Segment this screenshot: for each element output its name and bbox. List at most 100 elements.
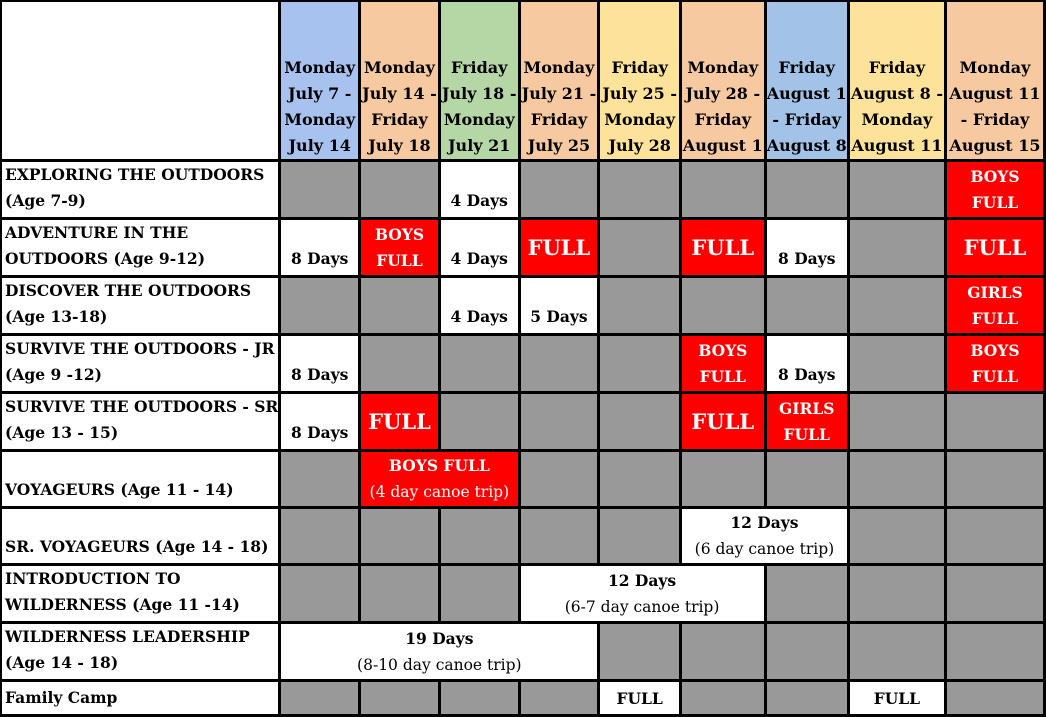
unavailable-cell — [946, 624, 1043, 679]
available-cell: 12 Days (6-7 day canoe trip) — [520, 566, 764, 621]
unavailable-cell — [520, 509, 598, 563]
available-cell: 5 Days — [520, 278, 598, 333]
unavailable-cell — [849, 624, 944, 679]
unavailable-cell — [440, 509, 518, 563]
full-cell: FULL — [600, 682, 679, 714]
unavailable-cell — [440, 566, 518, 621]
available-cell: 19 Days (8-10 day canoe trip) — [281, 624, 598, 679]
unavailable-cell — [361, 509, 438, 563]
program-row: SURVIVE THE OUTDOORS - SR (Age 13 - 15) 8… — [2, 394, 1043, 449]
available-cell: 4 Days — [440, 162, 518, 217]
unavailable-cell — [849, 220, 944, 275]
unavailable-cell — [682, 162, 764, 217]
session-header: Monday July 7 - Monday July 14 — [281, 2, 359, 159]
unavailable-cell — [520, 162, 598, 217]
full-cell: FULL — [946, 220, 1043, 275]
unavailable-cell — [281, 162, 359, 217]
unavailable-cell — [946, 509, 1043, 563]
unavailable-cell — [682, 452, 764, 506]
full-cell: GIRLS FULL — [946, 278, 1043, 333]
available-cell: 8 Days — [281, 336, 359, 391]
unavailable-cell — [849, 336, 944, 391]
unavailable-cell — [440, 682, 518, 714]
program-label: DISCOVER THE OUTDOORS (Age 13-18) — [2, 278, 279, 333]
full-cell: BOYS FULL — [682, 336, 764, 391]
program-row: DISCOVER THE OUTDOORS (Age 13-18) 4 Days … — [2, 278, 1043, 333]
unavailable-cell — [766, 452, 847, 506]
unavailable-cell — [766, 278, 847, 333]
available-cell: 8 Days — [281, 394, 359, 449]
unavailable-cell — [600, 509, 679, 563]
program-label: ADVENTURE IN THE OUTDOORS (Age 9-12) — [2, 220, 279, 275]
unavailable-cell — [361, 336, 438, 391]
unavailable-cell — [440, 394, 518, 449]
program-label: SURVIVE THE OUTDOORS - SR (Age 13 - 15) — [2, 394, 279, 449]
unavailable-cell — [946, 394, 1043, 449]
unavailable-cell — [849, 278, 944, 333]
unavailable-cell — [361, 566, 438, 621]
program-row: SR. VOYAGEURS (Age 14 - 18) 12 Days (6 da… — [2, 509, 1043, 563]
unavailable-cell — [281, 278, 359, 333]
full-cell: BOYS FULL — [361, 220, 438, 275]
session-header: Friday July 25 - Monday July 28 — [600, 2, 679, 159]
unavailable-cell — [766, 624, 847, 679]
unavailable-cell — [600, 452, 679, 506]
available-cell: 8 Days — [766, 336, 847, 391]
program-row: EXPLORING THE OUTDOORS (Age 7-9) 4 Days B… — [2, 162, 1043, 217]
full-cell: BOYS FULL — [946, 336, 1043, 391]
program-row: WILDERNESS LEADERSHIP (Age 14 - 18) 19 Da… — [2, 624, 1043, 679]
unavailable-cell — [600, 624, 679, 679]
full-cell: FULL — [682, 394, 764, 449]
session-header: Monday August 11- Friday August 15 — [946, 2, 1043, 159]
unavailable-cell — [520, 336, 598, 391]
unavailable-cell — [281, 452, 359, 506]
unavailable-cell — [281, 682, 359, 714]
unavailable-cell — [849, 566, 944, 621]
program-row: VOYAGEURS (Age 11 - 14) BOYS FULL (4 day … — [2, 452, 1043, 506]
available-cell: 8 Days — [281, 220, 359, 275]
header-row: Monday July 7 - Monday July 14 Monday July 1… — [2, 2, 1043, 159]
program-label: SURVIVE THE OUTDOORS - JR (Age 9 -12) — [2, 336, 279, 391]
unavailable-cell — [361, 682, 438, 714]
unavailable-cell — [946, 682, 1043, 714]
unavailable-cell — [520, 452, 598, 506]
available-cell: 12 Days (6 day canoe trip) — [682, 509, 847, 563]
unavailable-cell — [440, 336, 518, 391]
unavailable-cell — [766, 682, 847, 714]
unavailable-cell — [361, 278, 438, 333]
unavailable-cell — [600, 220, 679, 275]
program-label: SR. VOYAGEURS (Age 14 - 18) — [2, 509, 279, 563]
unavailable-cell — [600, 278, 679, 333]
unavailable-cell — [849, 162, 944, 217]
program-label: WILDERNESS LEADERSHIP (Age 14 - 18) — [2, 624, 279, 679]
unavailable-cell — [766, 162, 847, 217]
unavailable-cell — [682, 278, 764, 333]
header-corner — [2, 2, 279, 159]
unavailable-cell — [281, 509, 359, 563]
unavailable-cell — [520, 394, 598, 449]
session-header: Friday August 8 - Monday August 11 — [849, 2, 944, 159]
full-cell: FULL — [849, 682, 944, 714]
program-row: INTRODUCTION TO WILDERNESS (Age 11 -14) 1… — [2, 566, 1043, 621]
unavailable-cell — [849, 509, 944, 563]
program-row: Family Camp FULL FULL — [2, 682, 1043, 714]
full-cell: FULL — [361, 394, 438, 449]
unavailable-cell — [946, 452, 1043, 506]
full-cell: GIRLS FULL — [766, 394, 847, 449]
program-label: EXPLORING THE OUTDOORS (Age 7-9) — [2, 162, 279, 217]
unavailable-cell — [682, 624, 764, 679]
unavailable-cell — [849, 452, 944, 506]
unavailable-cell — [946, 566, 1043, 621]
program-row: SURVIVE THE OUTDOORS - JR (Age 9 -12) 8 D… — [2, 336, 1043, 391]
unavailable-cell — [600, 162, 679, 217]
unavailable-cell — [682, 682, 764, 714]
available-cell: 4 Days — [440, 220, 518, 275]
program-row: ADVENTURE IN THE OUTDOORS (Age 9-12) 8 Da… — [2, 220, 1043, 275]
program-label: VOYAGEURS (Age 11 - 14) — [2, 452, 279, 506]
session-header: Monday July 21 - Friday July 25 — [520, 2, 598, 159]
unavailable-cell — [520, 682, 598, 714]
unavailable-cell — [281, 566, 359, 621]
session-header: Monday July 14 - Friday July 18 — [361, 2, 438, 159]
session-header: Friday July 18 - Monday July 21 — [440, 2, 518, 159]
